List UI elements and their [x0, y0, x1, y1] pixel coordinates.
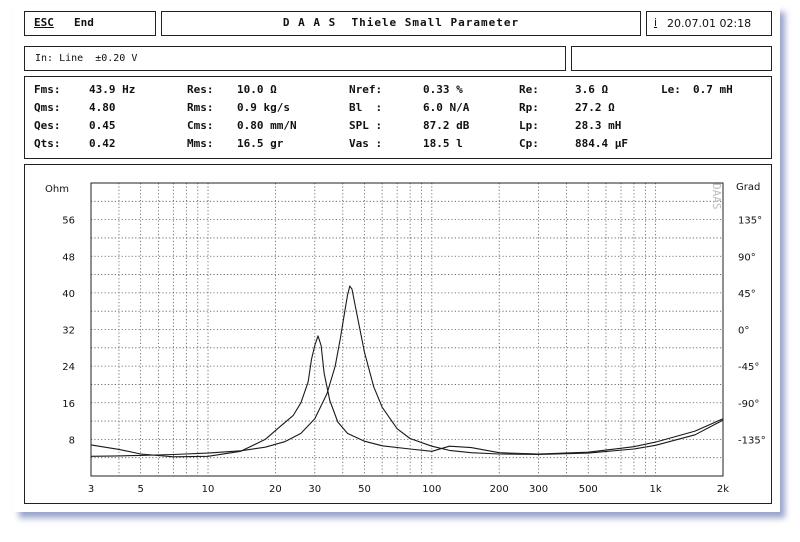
- param-value-bl: 6.0 N/A: [423, 101, 470, 114]
- y-tick-label-left: 56: [62, 216, 75, 227]
- param-value-lp: 28.3 mH: [575, 119, 622, 132]
- param-label-rp: Rp:: [519, 101, 539, 114]
- y-tick-label-right: -90°: [738, 399, 759, 410]
- param-value-cms: 0.80 mm/N: [237, 119, 297, 132]
- param-value-mms: 16.5 gr: [237, 137, 284, 150]
- tick-labels: 56 48 40 32 24 16 8 135° 90° 45° 0° -45° -90° -135° 3 5…: [62, 216, 765, 495]
- y-tick-label-left: 16: [62, 399, 75, 410]
- x-tick-label: 20: [269, 484, 282, 495]
- x-tick-label: 300: [529, 484, 548, 495]
- y-tick-label-right: 0°: [738, 326, 749, 337]
- param-label-fms: Fms:: [34, 83, 61, 96]
- x-tick-label: 5: [137, 484, 143, 495]
- param-value-fms: 43.9 Hz: [89, 83, 136, 96]
- param-label-qes: Qes:: [34, 119, 61, 132]
- y-tick-label-right: -45°: [738, 362, 759, 373]
- y-tick-label-left: 48: [62, 252, 75, 263]
- datetime: 20.07.01 02:18: [667, 17, 752, 30]
- param-label-cp: Cp:: [519, 137, 539, 150]
- param-value-spl: 87.2 dB: [423, 119, 470, 132]
- input-line-text: In: Line ±0.20 V: [35, 53, 138, 64]
- title-box: D A A S Thiele Small Parameter: [161, 11, 641, 36]
- param-label-nref: Nref:: [349, 83, 383, 96]
- param-label-re: Re:: [519, 83, 539, 96]
- param-value-le: 0.7 mH: [693, 83, 733, 96]
- x-tick-label: 1k: [650, 484, 662, 495]
- x-tick-label: 2k: [717, 484, 729, 495]
- param-label-rms: Rms:: [187, 101, 214, 114]
- y-tick-label-right: 135°: [738, 216, 762, 227]
- y-tick-label-left: 24: [62, 362, 75, 373]
- input-line-box-empty: [571, 46, 772, 71]
- param-label-qts: Qts:: [34, 137, 61, 150]
- input-line-box: In: Line ±0.20 V: [24, 46, 566, 71]
- daas-window: ESC End D A A S Thiele Small Parameter i…: [14, 6, 780, 512]
- param-label-vas: Vas :: [349, 137, 383, 150]
- watermark: DAAS: [710, 183, 723, 210]
- end-label: End: [74, 16, 94, 29]
- param-value-res: 10.0 Ω: [237, 83, 277, 96]
- param-label-bl: Bl :: [349, 101, 383, 114]
- param-value-re: 3.6 Ω: [575, 83, 609, 96]
- param-value-nref: 0.33 %: [423, 83, 463, 96]
- info-icon[interactable]: i: [654, 16, 658, 29]
- datetime-box: i 20.07.01 02:18: [646, 11, 772, 36]
- y-tick-label-left: 40: [62, 289, 75, 300]
- impedance-curve-1: [90, 335, 724, 458]
- plot-area: [90, 182, 724, 477]
- impedance-curve-2: [90, 285, 724, 457]
- param-value-rp: 27.2 Ω: [575, 101, 615, 114]
- y-tick-label-left: 8: [69, 435, 75, 446]
- right-axis-label: Grad: [736, 182, 760, 193]
- y-tick-label-right: 90°: [738, 252, 756, 263]
- esc-button[interactable]: ESC: [34, 16, 54, 29]
- x-tick-label: 3: [88, 484, 94, 495]
- y-tick-label-right: 45°: [738, 289, 756, 300]
- x-tick-label: 200: [490, 484, 509, 495]
- y-tick-label-right: -135°: [738, 435, 766, 446]
- x-tick-label: 30: [308, 484, 321, 495]
- chart-panel: Ohm Grad DAAS 56 48 40 32 24 16 8 135° 90° 45° 0° -…: [24, 164, 772, 504]
- param-label-lp: Lp:: [519, 119, 539, 132]
- param-value-vas: 18.5 l: [423, 137, 463, 150]
- page-title: D A A S Thiele Small Parameter: [282, 16, 520, 29]
- x-tick-label: 100: [422, 484, 441, 495]
- param-label-le: Le:: [661, 83, 681, 96]
- x-tick-label: 50: [358, 484, 371, 495]
- esc-end-box[interactable]: ESC End: [24, 11, 156, 36]
- param-label-qms: Qms:: [34, 101, 61, 114]
- param-value-cp: 884.4 µF: [575, 137, 628, 150]
- chart-grid: [91, 183, 723, 476]
- param-label-cms: Cms:: [187, 119, 214, 132]
- param-value-qms: 4.80: [89, 101, 116, 114]
- y-tick-label-left: 32: [62, 326, 75, 337]
- param-value-qts: 0.42: [89, 137, 116, 150]
- left-axis-label: Ohm: [45, 184, 69, 195]
- x-tick-label: 10: [202, 484, 215, 495]
- param-label-res: Res:: [187, 83, 214, 96]
- param-value-rms: 0.9 kg/s: [237, 101, 290, 114]
- param-label-spl: SPL :: [349, 119, 383, 132]
- impedance-chart: Ohm Grad DAAS 56 48 40 32 24 16 8 135° 90° 45° 0° -…: [45, 182, 766, 495]
- series-lines: [90, 285, 724, 458]
- parameters-panel: Fms: 43.9 Hz Qms: 4.80 Qes: 0.45 Qts: 0.…: [24, 76, 772, 159]
- param-value-qes: 0.45: [89, 119, 116, 132]
- param-label-mms: Mms:: [187, 137, 214, 150]
- x-tick-label: 500: [579, 484, 598, 495]
